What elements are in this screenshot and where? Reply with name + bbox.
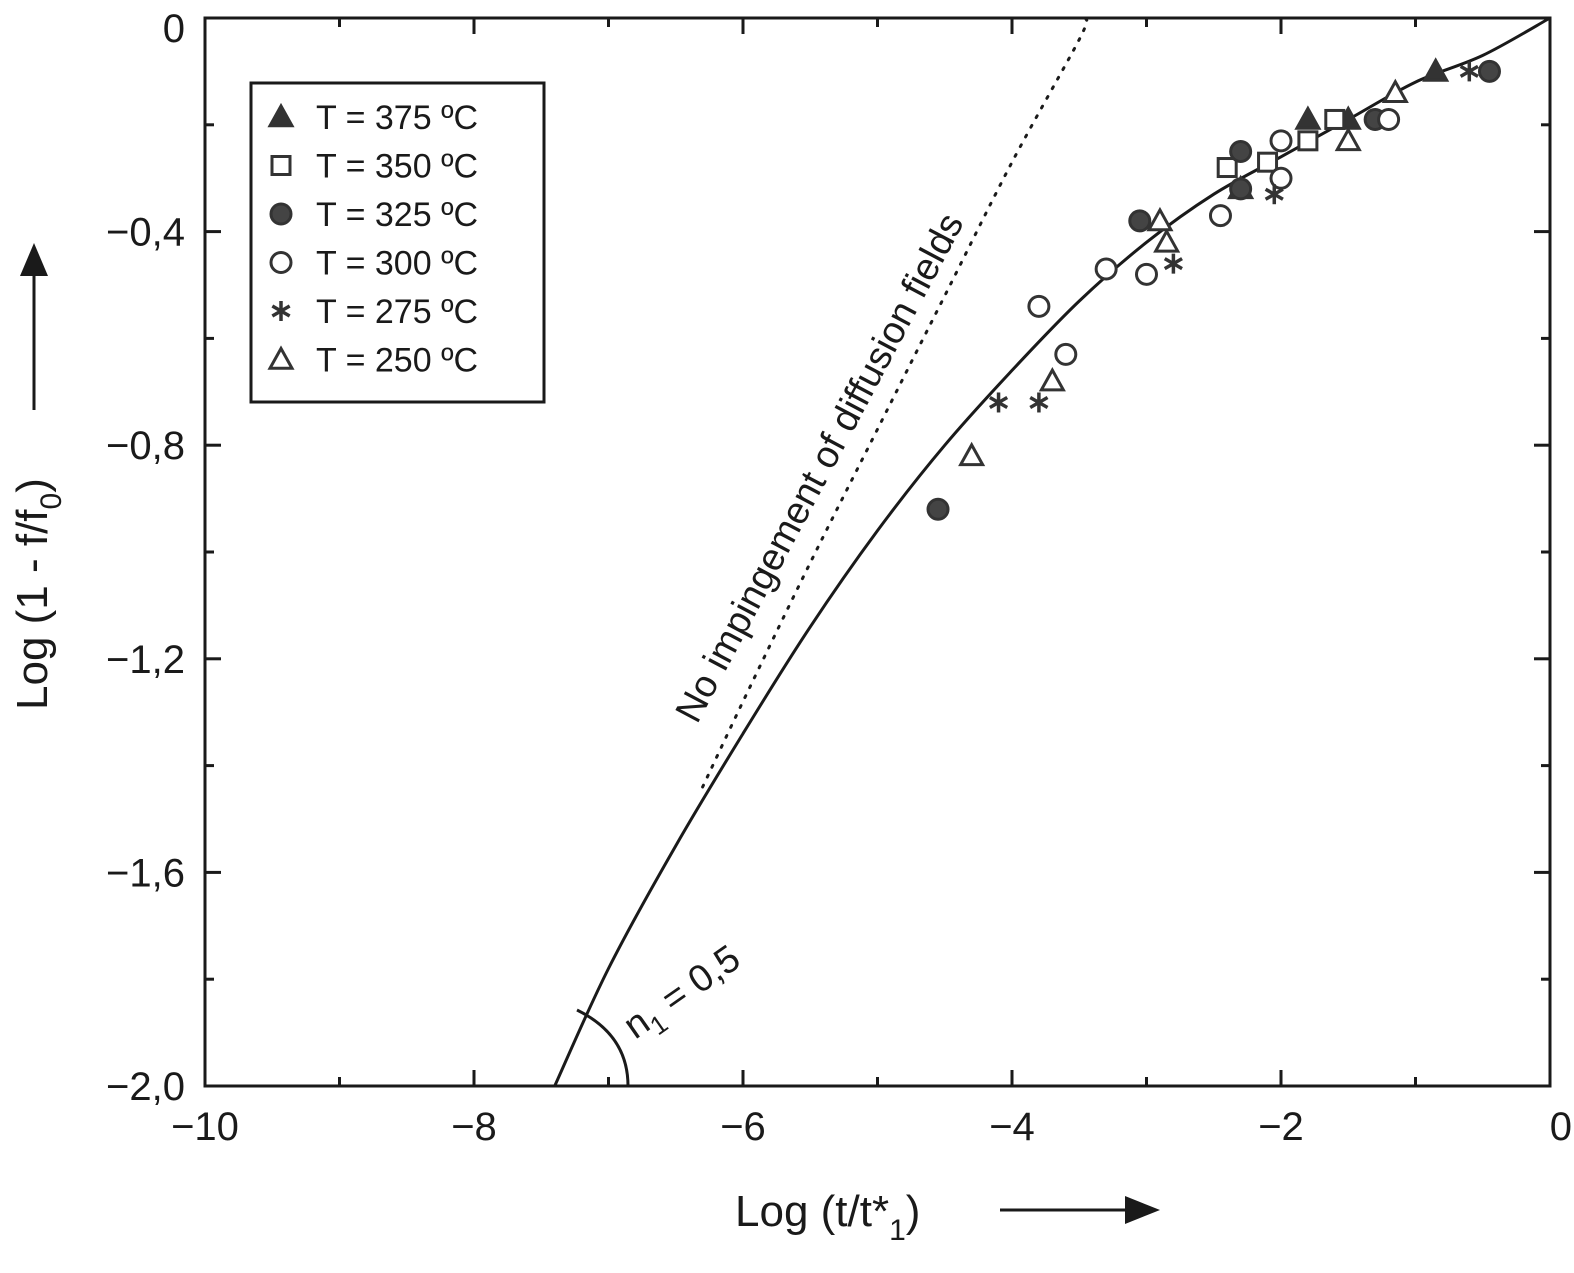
x-axis-title: Log (t/t*1)	[735, 1187, 920, 1247]
y-tick-label: −1,2	[106, 638, 185, 682]
data-point	[1381, 78, 1409, 104]
x-tick-label: −6	[720, 1105, 766, 1149]
legend-item: T = 300 ºC	[269, 245, 478, 283]
data-point	[1029, 392, 1049, 413]
data-point	[1216, 157, 1238, 179]
data-point	[1038, 367, 1066, 392]
y-axis-title: Log (1 - f/f0)	[8, 478, 68, 710]
curves	[553, 16, 1551, 1087]
x-tick-label: −4	[989, 1105, 1035, 1149]
legend-label: T = 325 ºC	[316, 196, 478, 234]
y-tick-label: −0,8	[106, 424, 185, 468]
legend-label: T = 350 ºC	[316, 148, 478, 186]
fit-curve	[553, 16, 1551, 1087]
x-axis-title-group: Log (t/t*1)	[735, 1187, 1160, 1247]
legend: T = 375 ºC T = 350 ºC T = 325 ºC T = 300 ºC…	[249, 81, 546, 404]
legend-item: T = 325 ºC	[269, 196, 478, 234]
legend-label: T = 375 ºC	[316, 99, 478, 137]
y-tick-label: −2,0	[106, 1065, 185, 1109]
y-tick-label: −1,6	[106, 851, 185, 895]
x-axis-arrow-head	[1125, 1196, 1160, 1224]
legend-marker	[271, 301, 291, 321]
data-point	[1208, 204, 1232, 228]
data-point	[1054, 342, 1078, 366]
y-axis-title-group: Log (1 - f/f0)	[8, 243, 68, 710]
series-5	[958, 78, 1409, 467]
x-tick-label: −8	[451, 1105, 497, 1149]
no-impingement-curve	[701, 16, 1089, 789]
data-point	[1229, 140, 1253, 163]
x-tick-label: 0	[1550, 1105, 1572, 1149]
data-point	[1422, 57, 1450, 82]
legend-box	[249, 81, 546, 404]
x-tick-label: −2	[1258, 1105, 1304, 1149]
data-point	[1269, 129, 1293, 153]
series-3	[1027, 107, 1401, 366]
legend-label: T = 300 ºC	[316, 245, 478, 283]
series-4	[989, 61, 1479, 413]
data-point	[1094, 257, 1118, 281]
legend-item: T = 375 ºC	[267, 99, 478, 137]
data-point	[926, 497, 950, 521]
legend-marker	[270, 155, 292, 176]
data-point	[1027, 294, 1051, 318]
data-point	[1146, 206, 1174, 232]
data-point	[1297, 130, 1319, 152]
x-tick-labels: −10 −8 −6 −4 −2 0	[171, 1105, 1572, 1149]
y-tick-label: −0,4	[106, 211, 185, 255]
slope-annotation: n1 = 0,5	[616, 937, 752, 1053]
series-1	[1216, 108, 1346, 179]
legend-marker	[269, 251, 293, 274]
data-point	[1459, 61, 1479, 82]
data-point	[1477, 59, 1501, 83]
x-tick-label: −10	[171, 1105, 239, 1149]
data-point	[1294, 105, 1322, 130]
y-axis-arrow-head	[20, 243, 48, 276]
data-point	[1229, 177, 1253, 201]
series-2	[926, 59, 1501, 521]
legend-item: T = 250 ºC	[267, 342, 478, 380]
data-point	[1334, 126, 1362, 152]
y-tick-labels: 0 −0,4 −0,8 −1,2 −1,6 −2,0	[106, 7, 185, 1109]
data-point	[1377, 107, 1401, 131]
legend-marker	[267, 102, 295, 128]
data-point	[1163, 253, 1183, 274]
data-point	[958, 441, 986, 467]
data-point	[989, 392, 1009, 413]
legend-marker	[269, 202, 293, 226]
data-point	[1153, 228, 1181, 253]
legend-item: T = 350 ºC	[270, 148, 478, 186]
data-point	[1324, 108, 1346, 130]
data-point	[1264, 184, 1284, 205]
legend-label: T = 275 ºC	[316, 293, 478, 331]
data-markers	[926, 57, 1501, 521]
slope-arc	[576, 1008, 630, 1087]
data-point	[1135, 262, 1158, 286]
y-tick-label: 0	[163, 7, 185, 51]
legend-item: T = 275 ºC	[271, 293, 478, 331]
data-point	[1128, 209, 1152, 233]
data-point	[1269, 166, 1293, 190]
legend-marker	[267, 345, 295, 370]
legend-label: T = 250 ºC	[316, 342, 478, 380]
data-point	[1257, 151, 1279, 173]
